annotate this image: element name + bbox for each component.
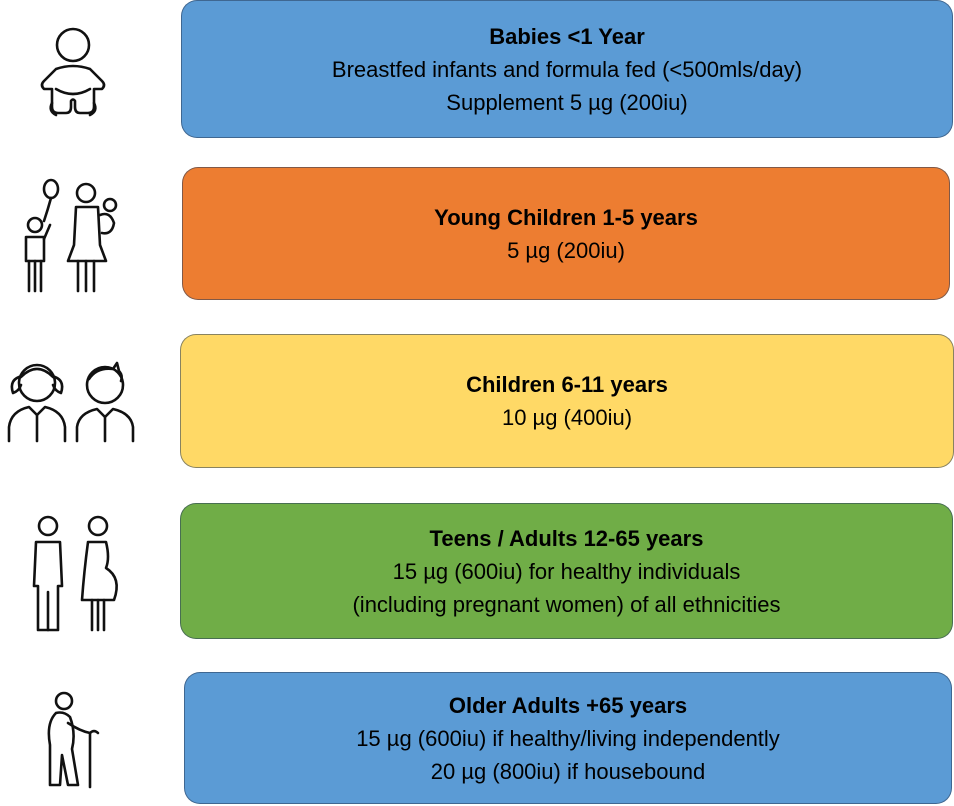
group-row-teens-adults: Teens / Adults 12-65 years 15 µg (600iu)…: [0, 503, 954, 641]
group-detail-line: 15 µg (600iu) if healthy/living independ…: [356, 725, 780, 751]
adult-and-pregnant-woman-icon: [0, 503, 145, 641]
group-detail-line: 15 µg (600iu) for healthy individuals: [392, 558, 741, 584]
group-card-teens-adults: Teens / Adults 12-65 years 15 µg (600iu)…: [180, 503, 953, 639]
group-card-children: Children 6-11 years 10 µg (400iu): [180, 334, 954, 468]
group-row-older-adults: Older Adults +65 years 15 µg (600iu) if …: [0, 672, 954, 806]
group-detail-line: (including pregnant women) of all ethnic…: [352, 591, 781, 617]
group-detail-line: Breastfed infants and formula fed (<500m…: [331, 56, 803, 82]
baby-icon: [0, 0, 145, 140]
elderly-person-with-cane-icon: [0, 672, 145, 806]
group-row-children: Children 6-11 years 10 µg (400iu): [0, 334, 954, 470]
girl-and-boy-icon: [0, 334, 145, 470]
parent-with-children-icon: [0, 167, 145, 302]
group-row-young-children: Young Children 1-5 years 5 µg (200iu): [0, 167, 954, 302]
group-card-older-adults: Older Adults +65 years 15 µg (600iu) if …: [184, 672, 952, 804]
group-detail-line: 10 µg (400iu): [501, 405, 633, 430]
group-title: Older Adults +65 years: [448, 692, 688, 718]
group-detail-line: Supplement 5 µg (200iu): [446, 89, 688, 115]
group-title: Children 6-11 years: [466, 372, 668, 397]
group-row-babies: Babies <1 Year Breastfed infants and for…: [0, 0, 954, 140]
group-title: Teens / Adults 12-65 years: [429, 525, 704, 551]
group-card-young-children: Young Children 1-5 years 5 µg (200iu): [182, 167, 950, 300]
group-detail-line: 20 µg (800iu) if housebound: [430, 758, 706, 784]
group-card-babies: Babies <1 Year Breastfed infants and for…: [181, 0, 953, 138]
group-title: Young Children 1-5 years: [434, 204, 698, 230]
group-detail-line: 5 µg (200iu): [507, 237, 625, 263]
group-title: Babies <1 Year: [489, 23, 645, 49]
